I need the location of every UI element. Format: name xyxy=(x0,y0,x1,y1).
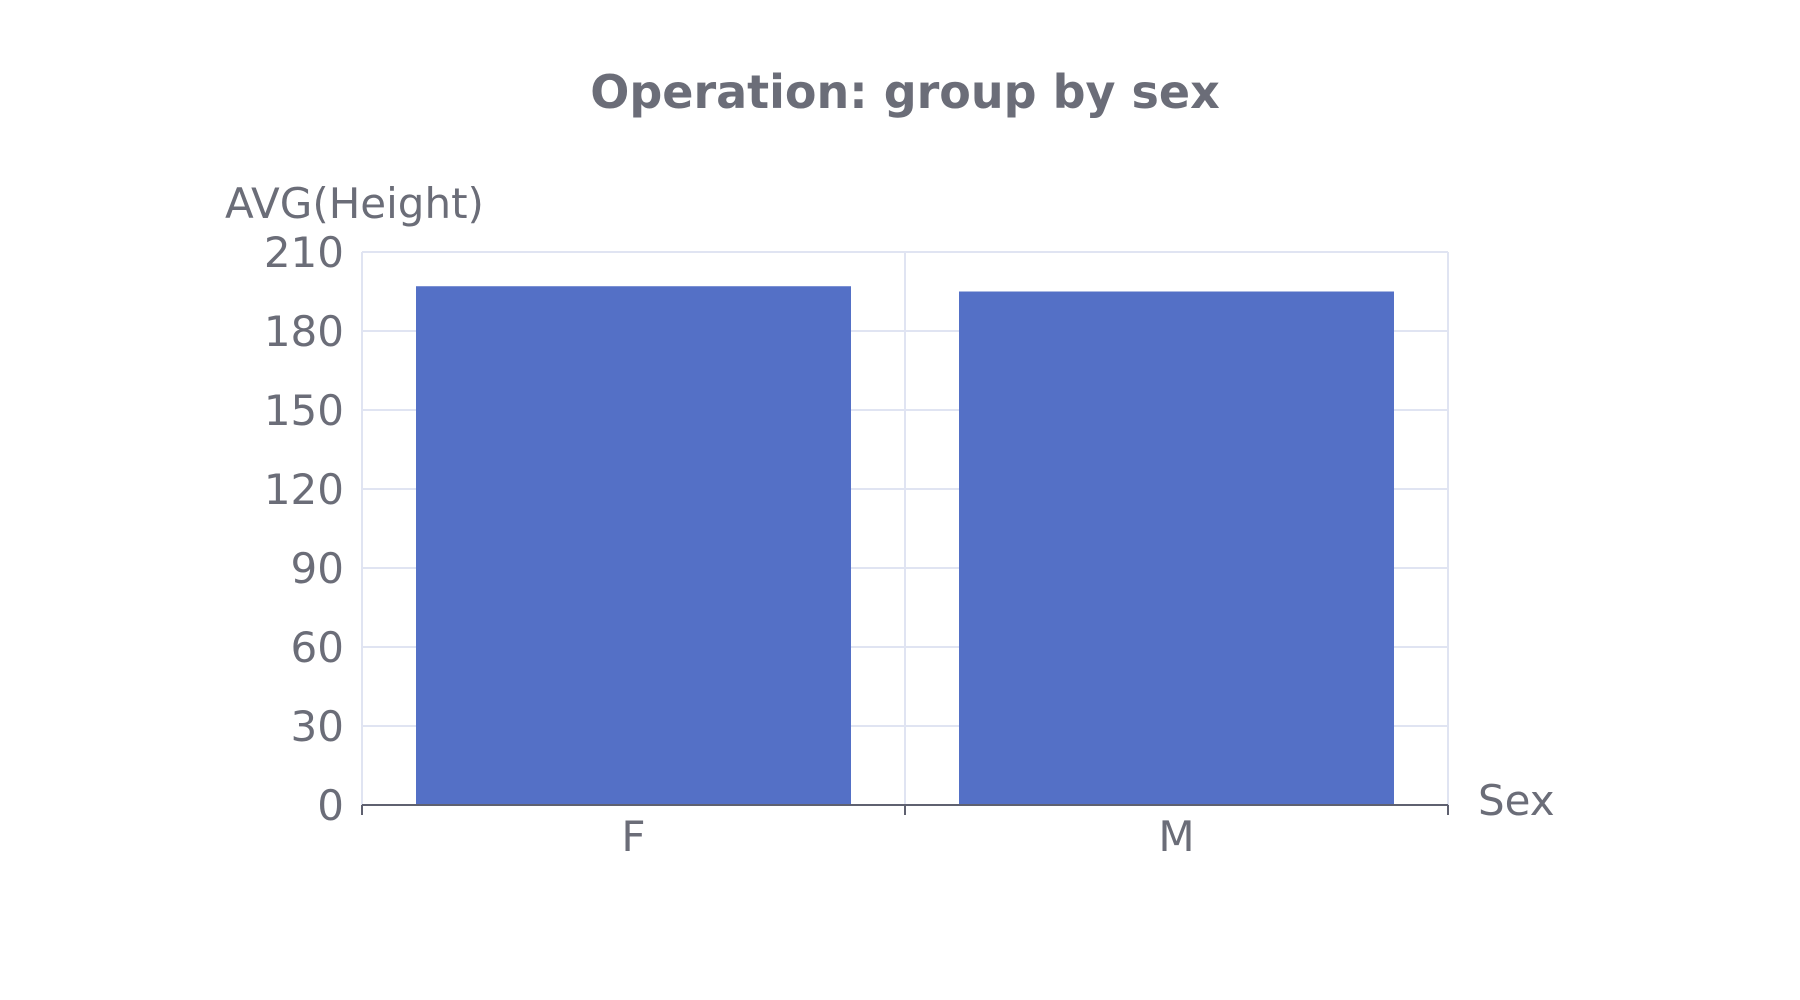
x-axis xyxy=(361,804,1449,815)
y-tick-label: 0 xyxy=(317,781,344,830)
y-tick-label: 210 xyxy=(264,228,344,277)
y-tick-label: 120 xyxy=(264,465,344,514)
y-tick-labels: 0 30 60 90 120 150 180 210 xyxy=(264,228,344,830)
y-tick-label: 30 xyxy=(291,702,344,751)
bars xyxy=(416,286,1394,805)
y-tick-label: 150 xyxy=(264,386,344,435)
y-tick-label: 60 xyxy=(291,623,344,672)
x-tick-label: F xyxy=(621,812,645,861)
x-axis-label: Sex xyxy=(1478,776,1555,825)
y-axis-label: AVG(Height) xyxy=(225,179,484,228)
bar-m xyxy=(959,291,1394,805)
x-tick-label: M xyxy=(1158,812,1194,861)
y-tick-label: 90 xyxy=(291,544,344,593)
bar-f xyxy=(416,286,851,805)
chart-title: Operation: group by sex xyxy=(590,65,1220,119)
y-tick-label: 180 xyxy=(264,307,344,356)
